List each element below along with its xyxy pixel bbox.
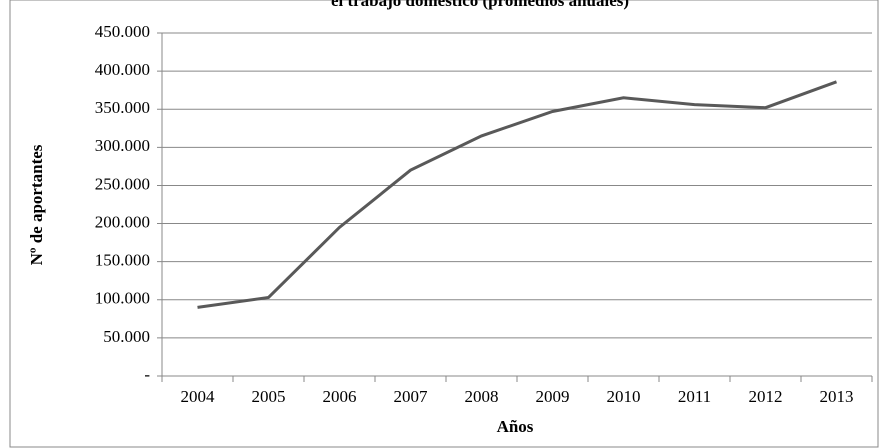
x-tick-label: 2007 bbox=[394, 387, 429, 406]
x-tick-label: 2006 bbox=[323, 387, 357, 406]
data-line bbox=[197, 80, 838, 309]
y-tick-label: 400.000 bbox=[95, 60, 150, 79]
x-tick-label: 2011 bbox=[678, 387, 711, 406]
x-tick-label: 2005 bbox=[252, 387, 286, 406]
x-tick-label: 2009 bbox=[536, 387, 570, 406]
y-tick-label: 100.000 bbox=[95, 289, 150, 308]
y-tick-label: 150.000 bbox=[95, 251, 150, 270]
y-tick-label: 50.000 bbox=[103, 327, 150, 346]
x-tick-label: 2004 bbox=[181, 387, 216, 406]
y-tick-label: 450.000 bbox=[95, 22, 150, 41]
x-axis-title: Años bbox=[497, 417, 534, 436]
chart-title: el trabajo doméstico (promedios anuales) bbox=[331, 0, 629, 10]
y-axis-title: Nº de aportantes bbox=[27, 144, 46, 265]
x-tick-label: 2010 bbox=[607, 387, 641, 406]
y-tick-label: 300.000 bbox=[95, 136, 150, 155]
x-tick-label: 2012 bbox=[749, 387, 783, 406]
y-tick-label: - bbox=[144, 365, 150, 384]
y-tick-label: 350.000 bbox=[95, 98, 150, 117]
y-tick-label: 200.000 bbox=[95, 212, 150, 231]
x-tick-label: 2013 bbox=[820, 387, 854, 406]
x-tick-label: 2008 bbox=[465, 387, 499, 406]
y-tick-label: 250.000 bbox=[95, 174, 150, 193]
